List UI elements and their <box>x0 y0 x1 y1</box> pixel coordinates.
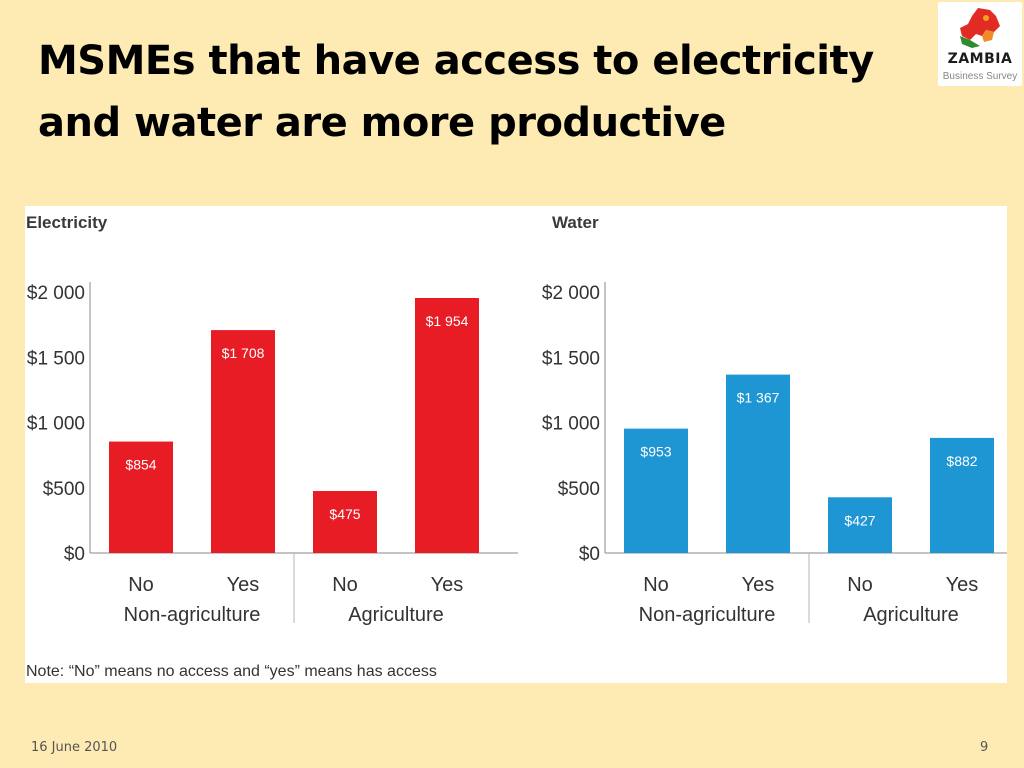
chart-note: Note: “No” means no access and “yes” mea… <box>26 663 437 680</box>
electricity-y-tick-label: $500 <box>43 479 85 500</box>
electricity-bar-value-label: $1 954 <box>426 313 469 329</box>
water-bar-value-label: $953 <box>640 444 671 460</box>
water-bar <box>624 428 688 553</box>
electricity-bar <box>313 491 377 553</box>
water-bar <box>828 497 892 553</box>
water-bar-value-label: $1 367 <box>737 390 780 406</box>
water-x-category-label: Yes <box>946 574 979 596</box>
zambia-business-survey-logo: ZAMBIA Business Survey <box>938 2 1022 86</box>
electricity-bar <box>109 441 173 553</box>
electricity-bar-value-label: $1 708 <box>222 345 265 361</box>
electricity-bar-value-label: $854 <box>125 457 156 473</box>
water-y-tick-label: $2 000 <box>542 283 600 304</box>
water-y-tick-label: $0 <box>579 544 600 565</box>
water-x-category-label: No <box>847 574 873 596</box>
page-number: 9 <box>980 740 989 755</box>
electricity-x-category-label: Yes <box>431 574 464 596</box>
electricity-x-group-label: Agriculture <box>348 604 444 626</box>
water-y-tick-label: $500 <box>558 479 600 500</box>
water-y-tick-label: $1 500 <box>542 348 600 369</box>
electricity-x-category-label: No <box>332 574 358 596</box>
water-bar <box>726 374 790 553</box>
electricity-x-category-label: No <box>128 574 154 596</box>
electricity-y-tick-label: $1 000 <box>27 414 85 435</box>
logo-wordmark: ZAMBIA <box>947 51 1013 67</box>
electricity-bar-value-label: $475 <box>329 506 360 522</box>
charts-svg: Electricity $0 $500 $1 000 $1 500 $2 000 $854 N… <box>26 213 1007 680</box>
slide-title: MSMEs that have access to electricity an… <box>38 38 874 146</box>
electricity-y-tick-label: $1 500 <box>27 348 85 369</box>
water-x-group-label: Agriculture <box>863 604 959 626</box>
water-bar <box>930 437 994 553</box>
water-chart-title: Water <box>552 213 599 232</box>
electricity-y-tick-label: $0 <box>64 544 85 565</box>
chart-panel: Electricity $0 $500 $1 000 $1 500 $2 000 $854 N… <box>25 206 1007 683</box>
zambia-map-icon <box>960 8 1000 48</box>
electricity-x-group-label: Non-agriculture <box>124 604 261 626</box>
electricity-bar <box>211 330 275 553</box>
footer-date: 16 June 2010 <box>31 740 118 755</box>
electricity-x-category-label: Yes <box>227 574 260 596</box>
water-x-group-label: Non-agriculture <box>639 604 776 626</box>
water-x-category-label: No <box>643 574 669 596</box>
water-x-category-label: Yes <box>742 574 775 596</box>
electricity-bar <box>415 298 479 553</box>
water-bar-value-label: $882 <box>946 453 977 469</box>
water-y-tick-label: $1 000 <box>542 414 600 435</box>
water-bar-value-label: $427 <box>844 512 875 528</box>
logo-subtitle: Business Survey <box>942 71 1018 82</box>
electricity-y-tick-label: $2 000 <box>27 283 85 304</box>
electricity-chart-title: Electricity <box>26 213 108 232</box>
